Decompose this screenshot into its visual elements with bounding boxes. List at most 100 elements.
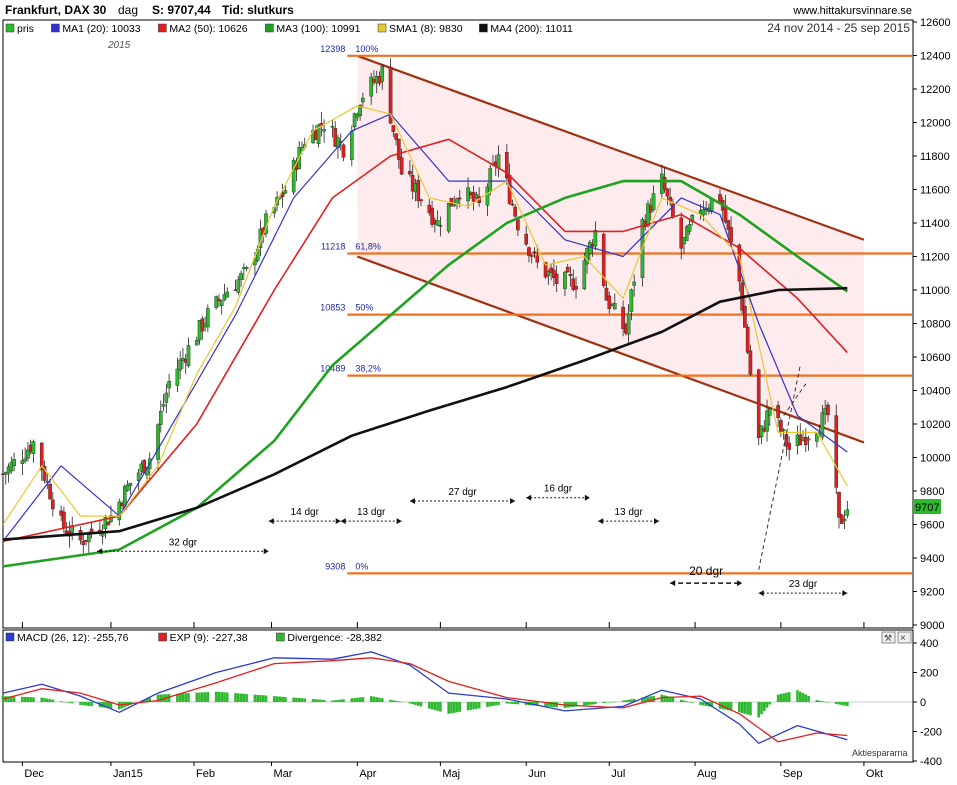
candle-body [743, 305, 747, 328]
y-tick-label: 11800 [920, 151, 950, 163]
divergence-bar [627, 699, 630, 702]
divergence-bar [433, 702, 437, 711]
divergence-bar [167, 694, 171, 702]
divergence-bar [380, 698, 384, 702]
divergence-bar [624, 700, 628, 702]
annotations-layer: 32 dgr 14 dgr 13 dgr 27 dgr 16 dgr 13 dgr 20 d… [97, 365, 848, 597]
divergence-bar [220, 692, 223, 702]
divergence-bar [544, 702, 547, 707]
divergence-bar [450, 702, 453, 714]
divergence-bar [555, 702, 558, 708]
divergence-bar [320, 699, 323, 702]
divergence-bar [428, 702, 431, 709]
candle-body [316, 124, 321, 144]
candle-body [380, 66, 385, 82]
divergence-bar [585, 702, 589, 706]
candle-body [820, 412, 825, 438]
divergence-bar [823, 701, 827, 703]
divergence-bar [798, 691, 802, 702]
divergence-bar [394, 700, 398, 702]
divergence-bar [607, 702, 611, 703]
candle-body [239, 273, 243, 280]
divergence-bar [259, 695, 262, 702]
candle-body [125, 484, 130, 491]
y-tick-label: 9800 [920, 486, 944, 498]
candle-body [352, 113, 357, 128]
candle-body [136, 472, 141, 481]
macd-legend-swatch [276, 632, 285, 642]
interval-label: dag [118, 3, 138, 17]
span-label: 20 dgr [689, 564, 723, 578]
legend-swatch [158, 23, 167, 33]
divergence-bar [594, 702, 597, 705]
source-label: Aktiespararna [852, 748, 908, 758]
candle-body [701, 209, 706, 216]
y-tick-label: 10400 [920, 386, 951, 398]
legend: pris MA1 (20): 10033 MA2 (50): 10626 MA3 (1… [5, 23, 573, 644]
candle-body [543, 262, 548, 278]
macd-layer [1, 651, 913, 744]
fib-value-label: 10489 [320, 364, 345, 374]
divergence-bar [690, 702, 694, 703]
date-range: 24 nov 2014 - 25 sep 2015 [767, 21, 910, 35]
divergence-bar [408, 702, 412, 704]
divergence-bar [242, 693, 246, 702]
x-tick-label: Mar [274, 768, 293, 780]
divergence-bar [203, 692, 207, 702]
span-label: 32 dgr [169, 537, 198, 548]
y-tick-label: 11000 [920, 285, 950, 297]
candle-body [175, 368, 180, 386]
close-icon[interactable] [897, 631, 912, 644]
candle-body [161, 404, 166, 407]
span-arrow-head [335, 518, 341, 525]
candle-body [837, 491, 841, 518]
span-arrow-head [340, 518, 346, 525]
candle-body [178, 359, 182, 371]
svg-text:×: × [900, 633, 906, 644]
candle-body [244, 266, 249, 269]
divergence-bar [497, 702, 500, 705]
span-label: 13 dgr [614, 507, 643, 518]
divergence-bar [846, 702, 849, 707]
divergence-bar [245, 693, 248, 702]
legend-label: SMA1 (8): 9830 [389, 23, 463, 35]
divergence-bar [372, 696, 376, 702]
candle-body [214, 296, 218, 308]
legend-swatch [51, 23, 60, 33]
candle-body [601, 233, 606, 286]
divergence-bar [375, 697, 379, 702]
y-tick-label: 12000 [920, 118, 951, 130]
legend-swatch [479, 23, 488, 33]
candle-body [51, 499, 55, 510]
divergence-bar [314, 699, 318, 702]
candle-body [186, 345, 191, 367]
divergence-bar [48, 699, 52, 702]
candle-body [330, 126, 335, 128]
svg-text:⚒: ⚒ [884, 633, 892, 643]
divergence-bar [549, 702, 553, 707]
candle-body [485, 186, 490, 206]
macd-panel-frame [2, 629, 914, 763]
divergence-bar [807, 695, 810, 702]
x-tick-label: Aug [697, 768, 717, 780]
candle-body [679, 217, 684, 249]
y-tick-label: 10200 [920, 419, 951, 431]
divergence-bar [588, 702, 592, 705]
divergence-bar [416, 702, 420, 706]
candle-body [219, 300, 224, 307]
fib-percent-label: 100% [355, 44, 378, 54]
divergence-bar [142, 699, 146, 702]
y-tick-label: 11600 [920, 185, 950, 197]
span-arrow-head [758, 590, 764, 597]
span-arrow-head [670, 580, 676, 587]
candle-body [62, 511, 66, 529]
candle-body [815, 433, 819, 442]
span-label: 27 dgr [448, 487, 477, 498]
fib-percent-label: 0% [355, 561, 368, 571]
divergence-bar [513, 702, 517, 705]
settings-icon[interactable] [881, 631, 896, 644]
candle-body [430, 207, 434, 225]
year-label: 2015 [107, 40, 131, 51]
candle-body [496, 154, 501, 169]
divergence-bar [746, 702, 749, 715]
